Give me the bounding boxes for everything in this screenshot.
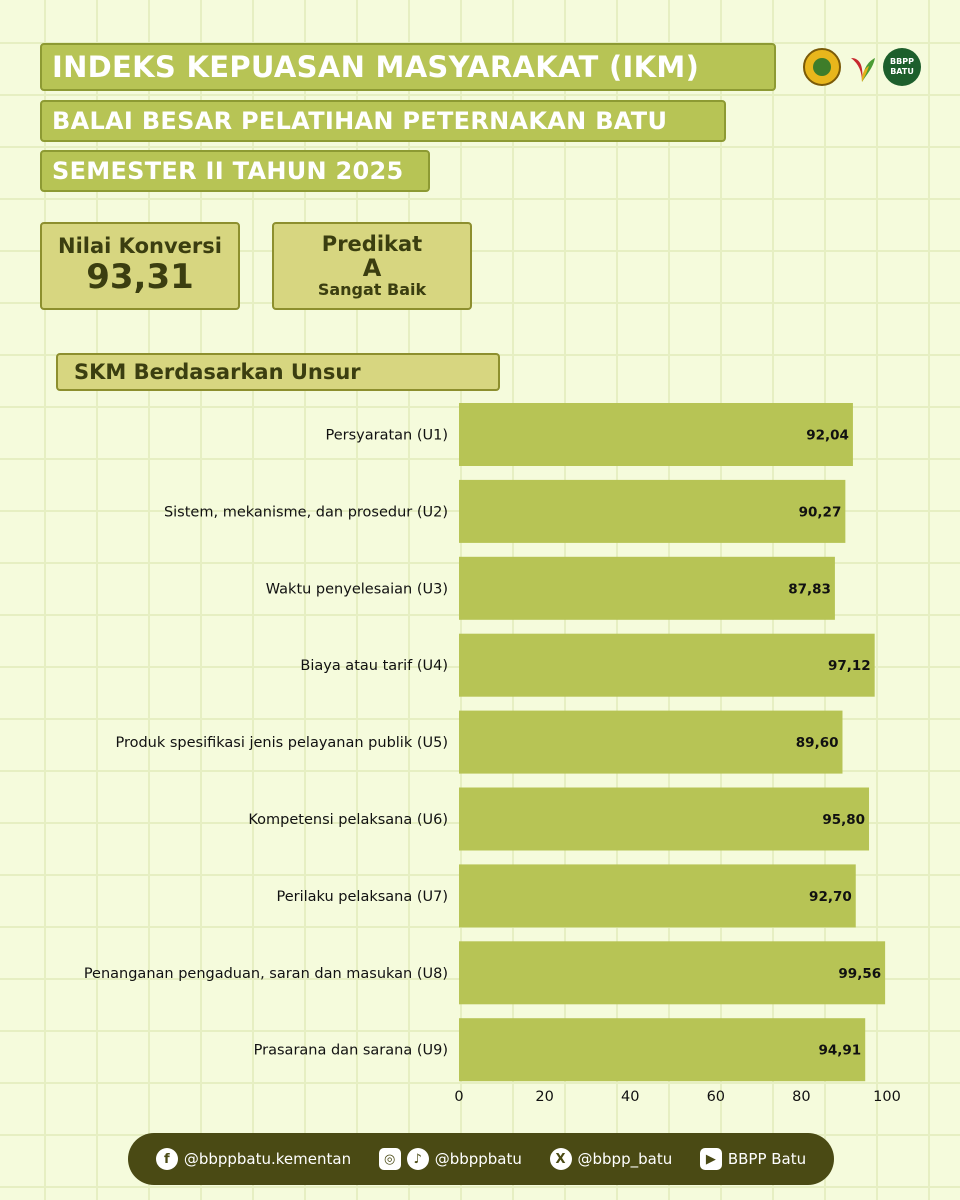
bar-chart: Persyaratan (U1) 92,04 Sistem, mekanisme, …	[84, 403, 901, 1105]
category-label-1: Persyaratan (U1)	[326, 428, 449, 444]
predikat-box: Predikat A Sangat Baik	[272, 222, 472, 310]
category-label-7: Perilaku pelaksana (U7)	[276, 889, 448, 905]
nilai-konversi-label: Nilai Konversi	[58, 234, 222, 258]
value-label-4: 97,12	[828, 658, 871, 674]
value-label-3: 87,83	[788, 581, 831, 597]
value-label-6: 95,80	[822, 812, 865, 828]
value-label-2: 90,27	[799, 504, 842, 520]
x-tick-0: 0	[454, 1089, 463, 1105]
value-label-7: 92,70	[809, 889, 852, 905]
facebook-handle: @bbppbatu.kementan	[183, 1150, 352, 1168]
category-label-6: Kompetensi pelaksana (U6)	[248, 812, 448, 828]
x-icon: X	[549, 1148, 572, 1170]
social-footer: f @bbppbatu.kementan ◎ ♪ @bbppbatu X @bb…	[128, 1133, 834, 1185]
predikat-label: Predikat	[321, 232, 423, 256]
x-tick-100: 100	[873, 1089, 901, 1105]
x-tick-80: 80	[792, 1089, 810, 1105]
x-tick-60: 60	[707, 1089, 725, 1105]
x-handle: @bbpp_batu	[577, 1150, 673, 1168]
value-label-8: 99,56	[838, 966, 881, 982]
leaf-logo-icon	[843, 48, 881, 86]
value-label-1: 92,04	[806, 428, 849, 444]
bar-5	[459, 710, 843, 774]
bar-3	[459, 556, 835, 620]
category-label-2: Sistem, mekanisme, dan prosedur (U2)	[164, 504, 448, 520]
x-link[interactable]: X @bbpp_batu	[549, 1148, 673, 1170]
youtube-icon: ▶	[699, 1148, 722, 1170]
instagram-tiktok-handle: @bbppbatu	[434, 1150, 522, 1168]
nilai-konversi-box: Nilai Konversi 93,31	[40, 222, 240, 310]
section-title: SKM Berdasarkan Unsur	[56, 353, 500, 391]
category-label-5: Produk spesifikasi jenis pelayanan publi…	[115, 735, 448, 751]
kementan-logo-icon	[803, 48, 841, 86]
instagram-icon: ◎	[378, 1148, 401, 1170]
bar-2	[459, 479, 846, 543]
predikat-desc: Sangat Baik	[317, 280, 427, 299]
youtube-link[interactable]: ▶ BBPP Batu	[699, 1148, 807, 1170]
facebook-link[interactable]: f @bbppbatu.kementan	[155, 1148, 352, 1170]
title-line-3: SEMESTER II TAHUN 2025	[40, 150, 430, 192]
category-label-3: Waktu penyelesaian (U3)	[266, 581, 448, 597]
bar-7	[459, 864, 856, 928]
tiktok-icon: ♪	[406, 1148, 429, 1170]
bar-1	[459, 403, 853, 466]
nilai-konversi-value: 93,31	[86, 257, 194, 297]
bbpp-logo: BBPP BATU	[883, 48, 921, 86]
category-label-9: Prasarana dan sarana (U9)	[254, 1043, 448, 1059]
title-line-1: INDEKS KEPUASAN MASYARAKAT (IKM)	[40, 43, 776, 91]
bar-8	[459, 941, 886, 1005]
category-label-8: Penanganan pengaduan, saran dan masukan …	[84, 966, 448, 982]
youtube-handle: BBPP Batu	[727, 1150, 807, 1168]
predikat-grade: A	[362, 254, 382, 282]
bar-4	[459, 633, 875, 697]
value-label-9: 94,91	[819, 1043, 862, 1059]
x-tick-40: 40	[621, 1089, 639, 1105]
instagram-tiktok-link[interactable]: ◎ ♪ @bbppbatu	[378, 1148, 522, 1170]
bar-6	[459, 787, 870, 851]
category-label-4: Biaya atau tarif (U4)	[300, 658, 448, 674]
facebook-icon: f	[155, 1148, 178, 1170]
value-label-5: 89,60	[796, 735, 839, 751]
title-line-2: BALAI BESAR PELATIHAN PETERNAKAN BATU	[40, 100, 726, 142]
bar-9	[459, 1018, 866, 1082]
x-tick-20: 20	[535, 1089, 553, 1105]
